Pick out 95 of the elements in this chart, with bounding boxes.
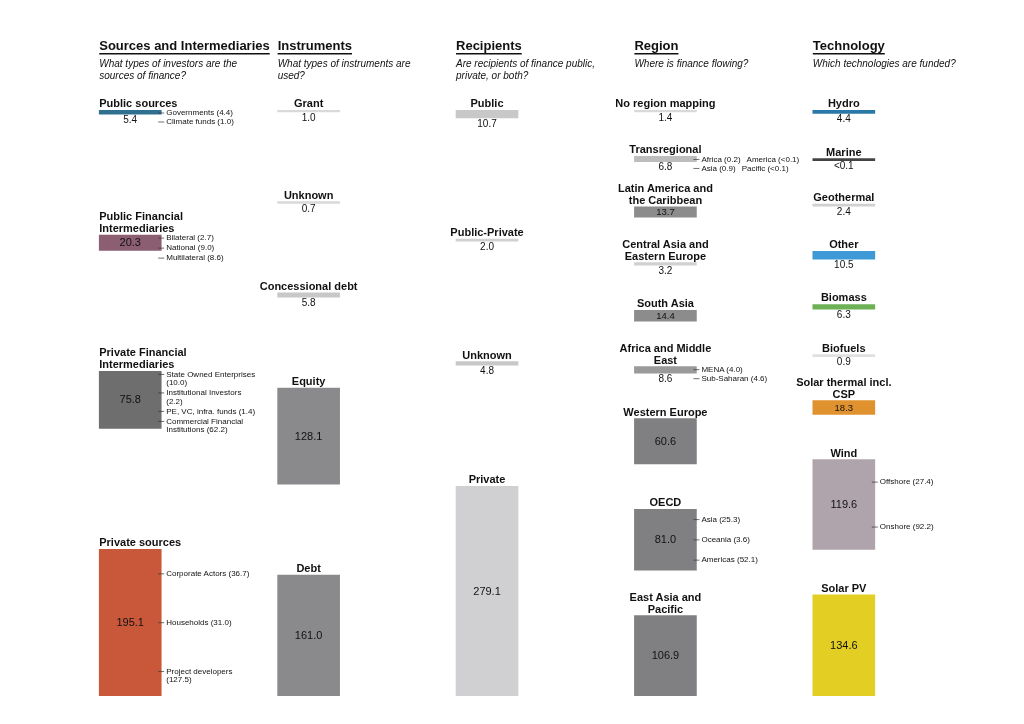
category-label: Biofuels xyxy=(822,341,866,354)
text: Project developers (127.5) xyxy=(166,666,233,685)
text: America (<0.1) xyxy=(746,154,800,164)
text: Asia (25.3) xyxy=(701,514,741,524)
category-label: Hydro xyxy=(827,97,860,109)
data-label: 2.4 xyxy=(836,205,852,217)
data-label: 2.0 xyxy=(480,240,495,252)
data-label: 14.4 xyxy=(656,309,675,321)
text: Pacific (<0.1) xyxy=(741,163,789,173)
category-label: Unknown xyxy=(283,188,334,201)
category-label: Equity xyxy=(291,375,327,388)
data-label: 0.7 xyxy=(301,203,317,215)
data-label: 134.6 xyxy=(830,638,858,651)
text: Multilateral (8.6) xyxy=(166,253,224,263)
data-label: 20.3 xyxy=(119,236,141,249)
category-label: OECD xyxy=(649,496,682,509)
category-label: No region mapping xyxy=(615,97,716,109)
data-label: 4.8 xyxy=(480,365,495,377)
text: Households (31.0) xyxy=(166,617,232,627)
category-label: Solar PV xyxy=(821,581,868,594)
category-label: Marine xyxy=(826,145,862,158)
category-label: Western Europe xyxy=(623,405,708,418)
text: Where is finance flowing? xyxy=(634,58,749,69)
category-label: Public sources xyxy=(99,97,178,109)
source-note: Sources and Intermediaries xyxy=(99,38,270,53)
category-label: Wind xyxy=(830,446,858,459)
data-label: 10.7 xyxy=(477,117,498,129)
category-label: Grant xyxy=(293,97,324,109)
text: Which technologies are funded? xyxy=(812,58,957,69)
text: Region xyxy=(634,38,679,53)
category-label: Biomass xyxy=(820,291,867,304)
text: State Owned Enterprises (10.0) xyxy=(166,369,256,388)
data-label: 1.4 xyxy=(658,111,673,123)
text: Institutional Investors (2.2) xyxy=(166,388,242,406)
text: Oceania (3.6) xyxy=(701,535,750,545)
category-label: Africa and Middle East xyxy=(619,341,712,366)
text: Instruments xyxy=(277,38,353,53)
data-label: 5.8 xyxy=(301,296,317,308)
category-label: Transregional xyxy=(629,143,702,156)
data-label: 0.9 xyxy=(836,356,852,368)
category-label: Private xyxy=(468,473,506,486)
category-label: Latin America and the Caribbean xyxy=(617,181,713,206)
category-label: Other xyxy=(829,238,860,251)
category-label: South Asia xyxy=(636,297,695,310)
category-label: Public Financial Intermediaries xyxy=(99,210,183,235)
text: Are recipients of finance public, private, or both? xyxy=(455,58,595,81)
category-label: Unknown xyxy=(462,348,513,361)
category-label: Concessional debt xyxy=(259,279,358,292)
text: Commercial Financial Institutions (62.2) xyxy=(166,416,244,435)
data-label: 161.0 xyxy=(294,629,323,642)
category-label: Private Financial Intermediaries xyxy=(99,346,187,371)
text: Corporate Actors (36.7) xyxy=(166,569,250,579)
category-label: Public-Private xyxy=(450,226,524,239)
data-label: 279.1 xyxy=(473,584,501,597)
text: MENA (4.0) xyxy=(701,364,743,374)
category-label: Private sources xyxy=(99,536,182,549)
category-label: East Asia and Pacific xyxy=(629,590,702,615)
data-label: 106.9 xyxy=(651,649,680,662)
text: Bilateral (2.7) xyxy=(166,233,214,243)
category-label: Central Asia and Eastern Europe xyxy=(622,237,709,262)
text: National (9.0) xyxy=(166,243,215,253)
data-label: 8.6 xyxy=(658,372,673,384)
text: Recipients xyxy=(456,38,522,53)
data-label: 6.8 xyxy=(658,161,673,173)
text: Onshore (92.2) xyxy=(879,522,934,532)
data-label: 60.6 xyxy=(654,434,677,447)
text: Climate funds (1.0) xyxy=(166,117,234,127)
category-label: Debt xyxy=(296,562,322,575)
data-label: 5.4 xyxy=(123,113,138,125)
text: Governments (4.4) xyxy=(166,108,233,118)
category-label: Geothermal xyxy=(813,191,875,204)
text: Sub-Saharan (4.6) xyxy=(701,373,768,383)
data-label: 1.0 xyxy=(301,111,317,123)
category-label: Public xyxy=(470,97,504,109)
data-label: 4.4 xyxy=(836,113,852,125)
data-label: 195.1 xyxy=(116,616,144,629)
text: Africa (0.2) xyxy=(701,154,741,164)
data-label: 119.6 xyxy=(830,498,858,511)
data-label: 75.8 xyxy=(119,393,141,406)
text: Technology xyxy=(812,38,886,53)
data-label: 128.1 xyxy=(294,429,323,442)
data-label: 81.0 xyxy=(654,533,677,546)
data-label: <0.1 xyxy=(833,160,855,172)
data-label: 18.3 xyxy=(834,401,854,413)
text: What types of instruments are used? xyxy=(277,58,411,81)
data-label: 6.3 xyxy=(836,308,852,320)
text: Asia (0.9) xyxy=(701,163,736,173)
text: Offshore (27.4) xyxy=(879,477,934,487)
data-label: 10.5 xyxy=(834,258,854,270)
category-label: Solar thermal incl. CSP xyxy=(796,375,892,400)
text: PE, VC, infra. funds (1.4) xyxy=(166,406,256,416)
data-label: 3.2 xyxy=(658,264,673,276)
data-label: 13.7 xyxy=(656,206,675,218)
text: What types of investors are the sources of finance? xyxy=(99,58,238,81)
text: Americas (52.1) xyxy=(701,555,758,565)
